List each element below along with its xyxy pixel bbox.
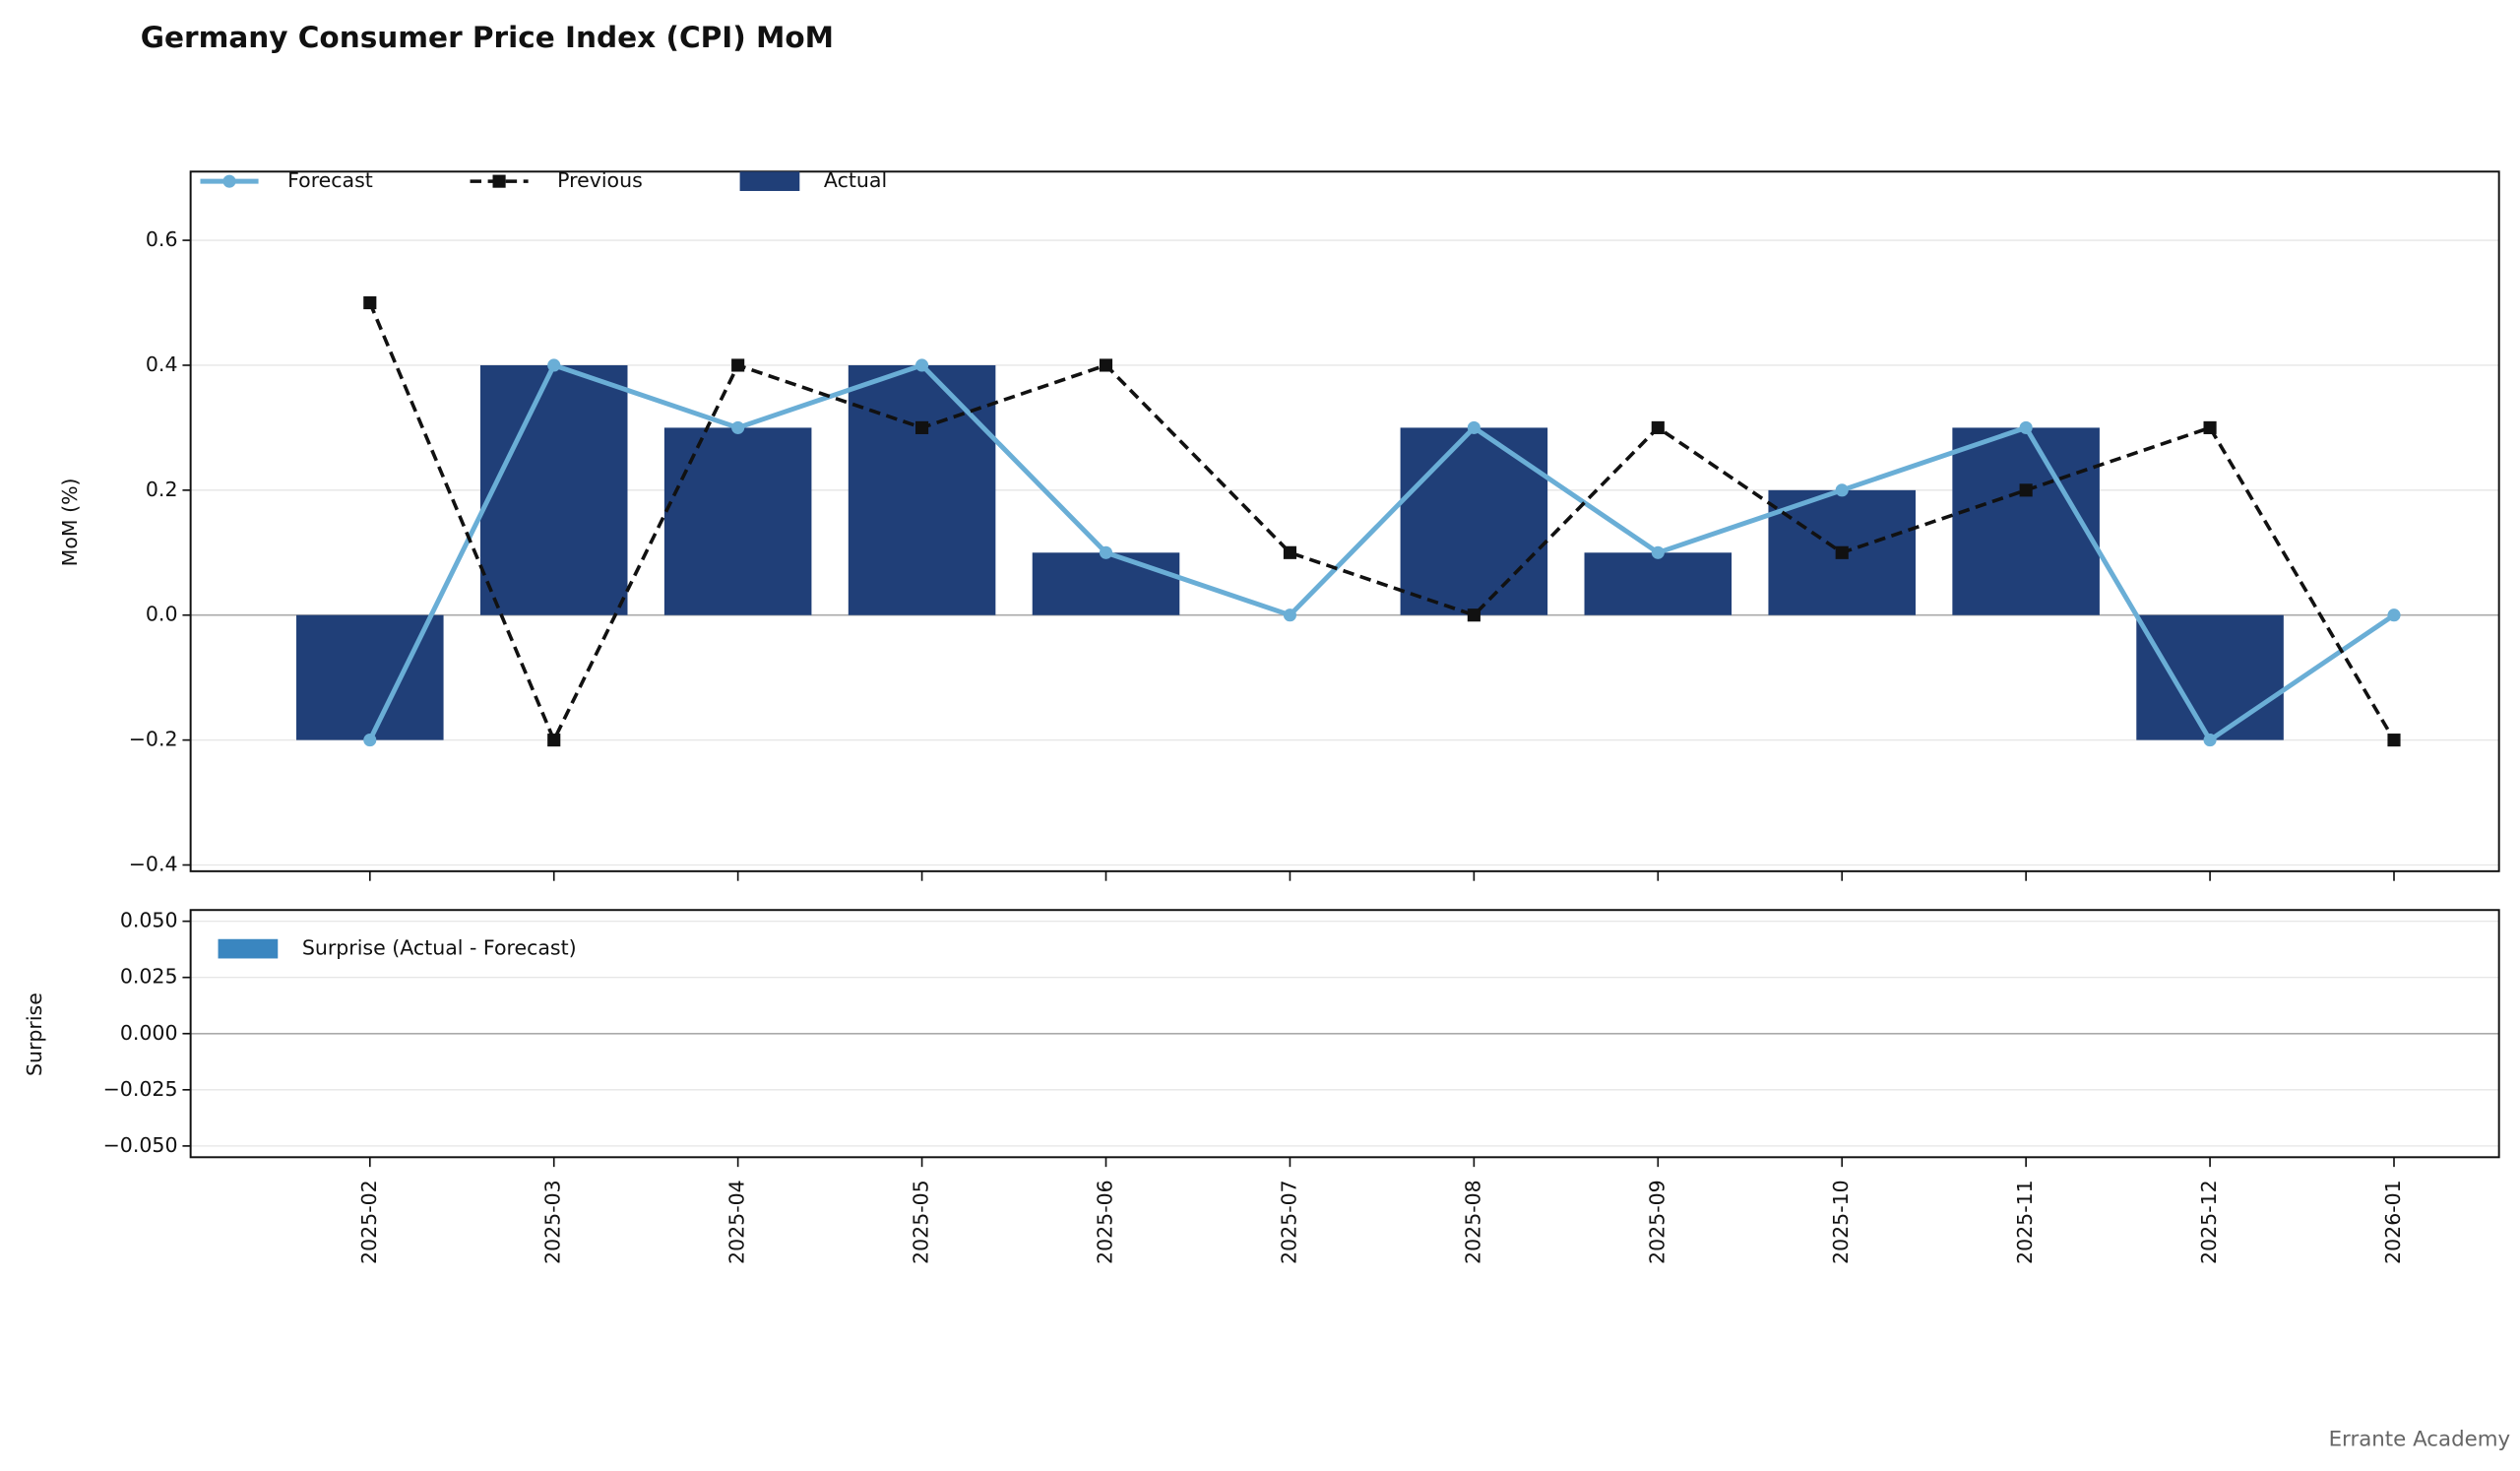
plot-frame — [189, 170, 2500, 872]
marker — [2203, 420, 2217, 434]
marker — [2387, 734, 2401, 747]
marker — [1283, 545, 1296, 559]
marker — [1099, 545, 1113, 559]
legend-label: Previous — [557, 168, 643, 192]
y-tick-label: −0.4 — [129, 853, 178, 876]
bar — [1584, 552, 1732, 615]
x-tick-label: 2025-07 — [1277, 1180, 1300, 1264]
x-tick-label: 2025-04 — [725, 1180, 749, 1264]
legend-swatch — [218, 938, 279, 959]
x-tick-label: 2025-05 — [910, 1180, 933, 1264]
legend-swatch — [739, 171, 800, 191]
watermark: Errante Academy — [2329, 1427, 2511, 1451]
plot-frame — [189, 909, 2500, 1159]
legend-marker — [222, 174, 236, 188]
marker — [2387, 608, 2401, 622]
x-tick-label: 2025-12 — [2197, 1180, 2221, 1264]
marker — [1835, 545, 1849, 559]
marker — [2019, 420, 2033, 434]
line — [368, 301, 2396, 744]
x-tick-label: 2025-06 — [1094, 1180, 1117, 1264]
x-tick-label: 2025-11 — [2013, 1180, 2037, 1264]
x-tick-label: 2025-08 — [1461, 1180, 1484, 1264]
bar — [2136, 614, 2284, 740]
chart-title: Germany Consumer Price Index (CPI) MoM — [141, 21, 834, 54]
legend-marker — [492, 174, 506, 188]
marker — [1467, 608, 1480, 622]
marker — [2203, 734, 2217, 747]
marker — [1651, 545, 1665, 559]
y-tick-label: 0.050 — [120, 909, 178, 932]
bar — [663, 427, 812, 615]
legend-label: Actual — [824, 168, 887, 192]
marker — [363, 295, 377, 310]
bar — [479, 364, 628, 615]
marker — [547, 358, 561, 372]
marker — [915, 358, 929, 372]
marker — [1283, 608, 1296, 622]
marker — [363, 734, 377, 747]
y-axis-label: Surprise — [23, 992, 46, 1076]
bar — [848, 364, 996, 615]
y-tick-label: 0.4 — [146, 352, 178, 376]
y-tick-label: −0.2 — [129, 728, 178, 751]
marker — [1651, 420, 1665, 434]
y-tick-label: 0.025 — [120, 965, 178, 989]
y-tick-label: 0.6 — [146, 227, 178, 251]
legend-label: Surprise (Actual - Forecast) — [302, 936, 577, 960]
x-tick-label: 2025-02 — [357, 1180, 381, 1264]
y-tick-label: 0.0 — [146, 603, 178, 626]
x-tick-label: 2025-03 — [541, 1180, 565, 1264]
bar — [1952, 427, 2100, 615]
y-tick-label: −0.025 — [103, 1077, 178, 1101]
marker — [2019, 483, 2033, 497]
y-tick-label: 0.2 — [146, 478, 178, 501]
bar — [1400, 427, 1548, 615]
x-tick-label: 2025-09 — [1645, 1180, 1669, 1264]
marker — [1835, 483, 1849, 497]
y-tick-label: −0.050 — [103, 1133, 178, 1157]
legend-label: Forecast — [287, 168, 373, 192]
x-tick-label: 2025-10 — [1829, 1180, 1853, 1264]
y-tick-label: 0.000 — [120, 1021, 178, 1045]
marker — [731, 420, 745, 434]
marker — [1467, 420, 1480, 434]
y-axis-label: MoM (%) — [58, 478, 82, 566]
line — [367, 361, 2396, 744]
marker — [915, 420, 929, 434]
marker — [731, 358, 745, 372]
marker — [547, 734, 561, 747]
x-tick-label: 2026-01 — [2381, 1180, 2405, 1264]
bar — [1032, 552, 1180, 615]
marker — [1099, 358, 1113, 372]
